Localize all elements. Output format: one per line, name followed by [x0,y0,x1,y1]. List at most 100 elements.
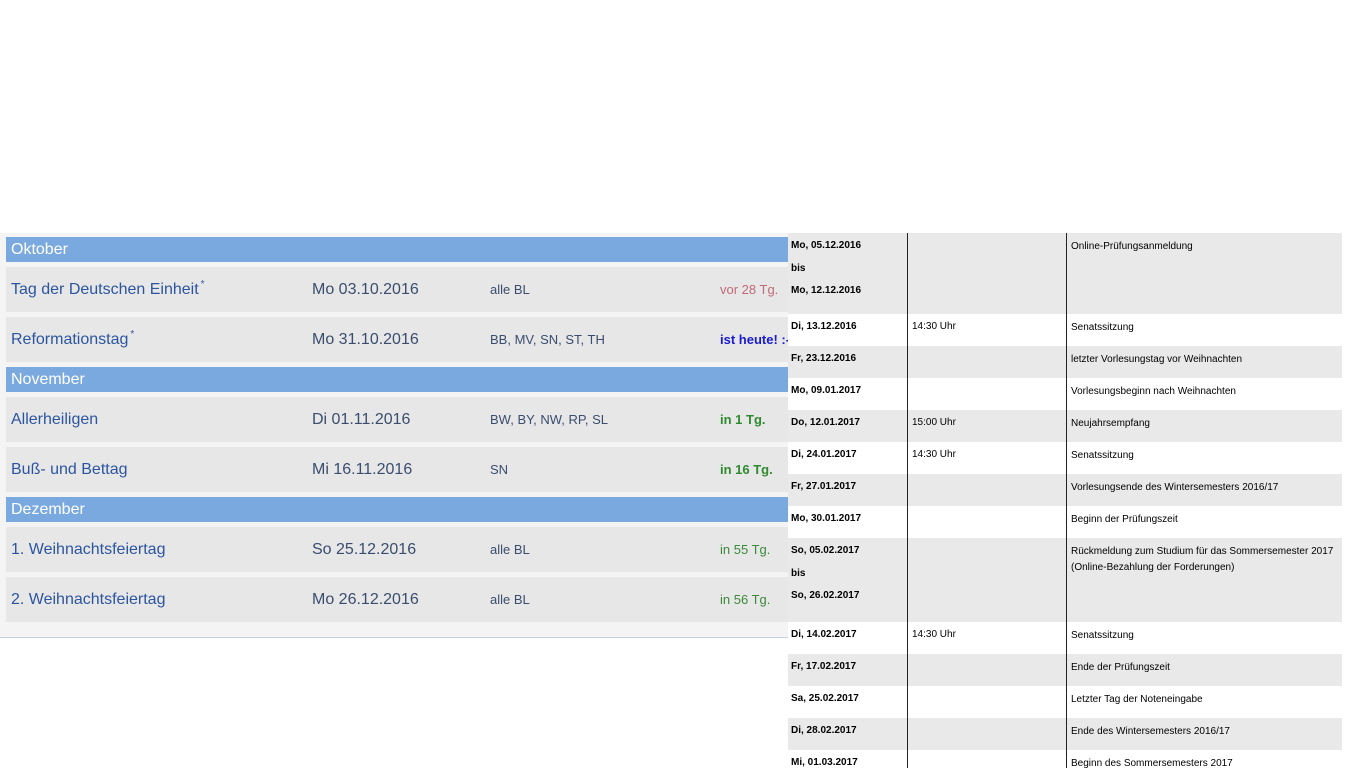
holiday-row: 1. Weihnachtsfeiertag So 25.12.2016 alle B… [6,527,788,572]
date-line: Di, 28.02.2017 [791,725,857,736]
date-row: Mi, 01.03.2017 Beginn des Sommersemesters… [788,750,1342,768]
event-cell: Rückmeldung zum Studium für das Sommerse… [1071,546,1334,573]
column-divider [1066,233,1067,768]
time-cell [912,233,1062,321]
time-cell: 14:30 Uhr [912,449,956,460]
holiday-relative: in 1 Tg. [720,412,766,427]
holiday-states: BB, MV, SN, ST, TH [490,332,605,347]
holiday-row: Buß- und Bettag Mi 16.11.2016 SN in 16 Tg. [6,447,788,492]
holiday-name: Allerheiligen [11,411,99,428]
holiday-date: Mo 31.10.2016 [312,331,419,348]
holiday-date: Mo 26.12.2016 [312,591,419,608]
date-row: Fr, 27.01.2017 Vorlesungsende des Winters… [788,474,1342,506]
holiday-relative: in 55 Tg. [720,542,771,557]
date-cell: Fr, 23.12.2016 [791,346,903,378]
date-line: Di, 13.12.2016 [791,321,857,332]
date-cell: Mo, 09.01.2017 [791,378,903,410]
date-row: Mo, 05.12.2016 bis Mo, 12.12.2016 Online-Pr… [788,233,1342,314]
date-cell: Sa, 25.02.2017 [791,686,903,718]
event-cell: Senatssitzung [1071,630,1134,641]
month-header: November [6,367,788,392]
date-line: Fr, 17.02.2017 [791,661,857,672]
holiday-states: SN [490,462,509,477]
date-line: Mi, 01.03.2017 [791,757,858,768]
event-cell: Neujahrsempfang [1071,418,1150,429]
event-cell: Beginn der Prüfungszeit [1071,514,1178,525]
time-cell: 15:00 Uhr [912,417,956,428]
time-cell: 14:30 Uhr [912,321,956,332]
date-cell: Di, 28.02.2017 [791,718,903,750]
holiday-name-link[interactable]: Reformationstag * [11,317,134,362]
holiday-date: So 25.12.2016 [312,541,417,558]
date-line: Mo, 30.01.2017 [791,513,862,524]
date-line: Di, 14.02.2017 [791,629,857,640]
holiday-row: Reformationstag * Mo 31.10.2016 BB, MV, SN,… [6,317,788,362]
date-line: Di, 24.01.2017 [791,449,857,460]
date-row: Mo, 30.01.2017 Beginn der Prüfungszeit [788,506,1342,538]
holiday-name: 2. Weihnachtsfeiertag [11,591,166,608]
date-cell: Fr, 27.01.2017 [791,474,903,506]
time-cell [912,750,1062,768]
event-cell: Letzter Tag der Noteneingabe [1071,694,1203,705]
date-line: So, 05.02.2017 [791,545,860,556]
holiday-relative: vor 28 Tg. [720,282,779,297]
holiday-date: Mo 03.10.2016 [312,281,419,298]
holiday-name-link[interactable]: 2. Weihnachtsfeiertag [11,577,165,622]
date-row: Do, 12.01.2017 15:00 Uhr Neujahrsempfang [788,410,1342,442]
holiday-name-link[interactable]: Allerheiligen [11,397,98,442]
month-header: Dezember [6,497,788,522]
holiday-states: BW, BY, NW, RP, SL [490,412,609,427]
holiday-states: alle BL [490,542,530,557]
holiday-relative: in 16 Tg. [720,462,773,477]
holiday-name-link[interactable]: 1. Weihnachtsfeiertag [11,527,165,572]
date-row: Fr, 23.12.2016 letzter Vorlesungstag vor … [788,346,1342,378]
date-cell: Mo, 05.12.2016 bis Mo, 12.12.2016 [791,233,903,314]
footnote-mark: * [130,329,135,340]
time-cell [912,538,1062,629]
holiday-date: Di 01.11.2016 [312,411,411,428]
holiday-states: alle BL [490,282,530,297]
holiday-relative: ist heute! :- [720,332,788,347]
date-cell: Mi, 01.03.2017 [791,750,903,768]
time-cell: 14:30 Uhr [912,629,956,640]
holiday-states: alle BL [490,592,530,607]
event-cell: Vorlesungsende des Wintersemesters 2016/… [1071,482,1279,493]
date-row: Sa, 25.02.2017 Letzter Tag der Noteneinga… [788,686,1342,718]
event-cell: Beginn des Sommersemesters 2017 [1071,758,1233,768]
holiday-name: 1. Weihnachtsfeiertag [11,541,166,558]
date-line: So, 26.02.2017 [791,590,860,601]
holiday-name: Buß- und Bettag [11,461,128,478]
date-line: Do, 12.01.2017 [791,417,860,428]
holiday-name-link[interactable]: Tag der Deutschen Einheit * [11,267,205,312]
date-row: Mo, 09.01.2017 Vorlesungsbeginn nach Weih… [788,378,1342,410]
date-row: Di, 14.02.2017 14:30 Uhr Senatssitzung [788,622,1342,654]
holiday-row: Allerheiligen Di 01.11.2016 BW, BY, NW, RP… [6,397,788,442]
holiday-name-link[interactable]: Buß- und Bettag [11,447,128,492]
date-line: Fr, 23.12.2016 [791,353,857,364]
holiday-relative: in 56 Tg. [720,592,771,607]
column-divider [907,233,908,768]
date-cell: Di, 13.12.2016 [791,314,903,346]
holiday-row: Tag der Deutschen Einheit * Mo 03.10.2016 a… [6,267,788,312]
semester-dates-table: Mo, 05.12.2016 bis Mo, 12.12.2016 Online-Pr… [788,233,1342,768]
event-cell: Ende der Prüfungszeit [1071,662,1170,673]
event-cell: Vorlesungsbeginn nach Weihnachten [1071,386,1236,397]
event-cell: Online-Prüfungsanmeldung [1071,241,1193,252]
date-line: bis [791,263,806,274]
date-cell: Mo, 30.01.2017 [791,506,903,538]
date-cell: So, 05.02.2017 bis So, 26.02.2017 [791,538,903,622]
event-cell: Ende des Wintersemesters 2016/17 [1071,726,1230,737]
date-row: So, 05.02.2017 bis So, 26.02.2017 Rückmeld… [788,538,1342,622]
footnote-mark: * [200,279,205,290]
event-cell: Senatssitzung [1071,450,1134,461]
date-line: bis [791,568,806,579]
date-cell: Di, 24.01.2017 [791,442,903,474]
event-cell: letzter Vorlesungstag vor Weihnachten [1071,354,1243,365]
date-line: Mo, 12.12.2016 [791,285,862,296]
holiday-date: Mi 16.11.2016 [312,461,413,478]
date-line: Mo, 09.01.2017 [791,385,862,396]
date-line: Mo, 05.12.2016 [791,240,862,251]
event-cell: Senatssitzung [1071,322,1134,333]
holiday-name: Reformationstag [11,331,129,348]
holiday-list: Oktober Tag der Deutschen Einheit * Mo 03.1… [0,233,788,638]
